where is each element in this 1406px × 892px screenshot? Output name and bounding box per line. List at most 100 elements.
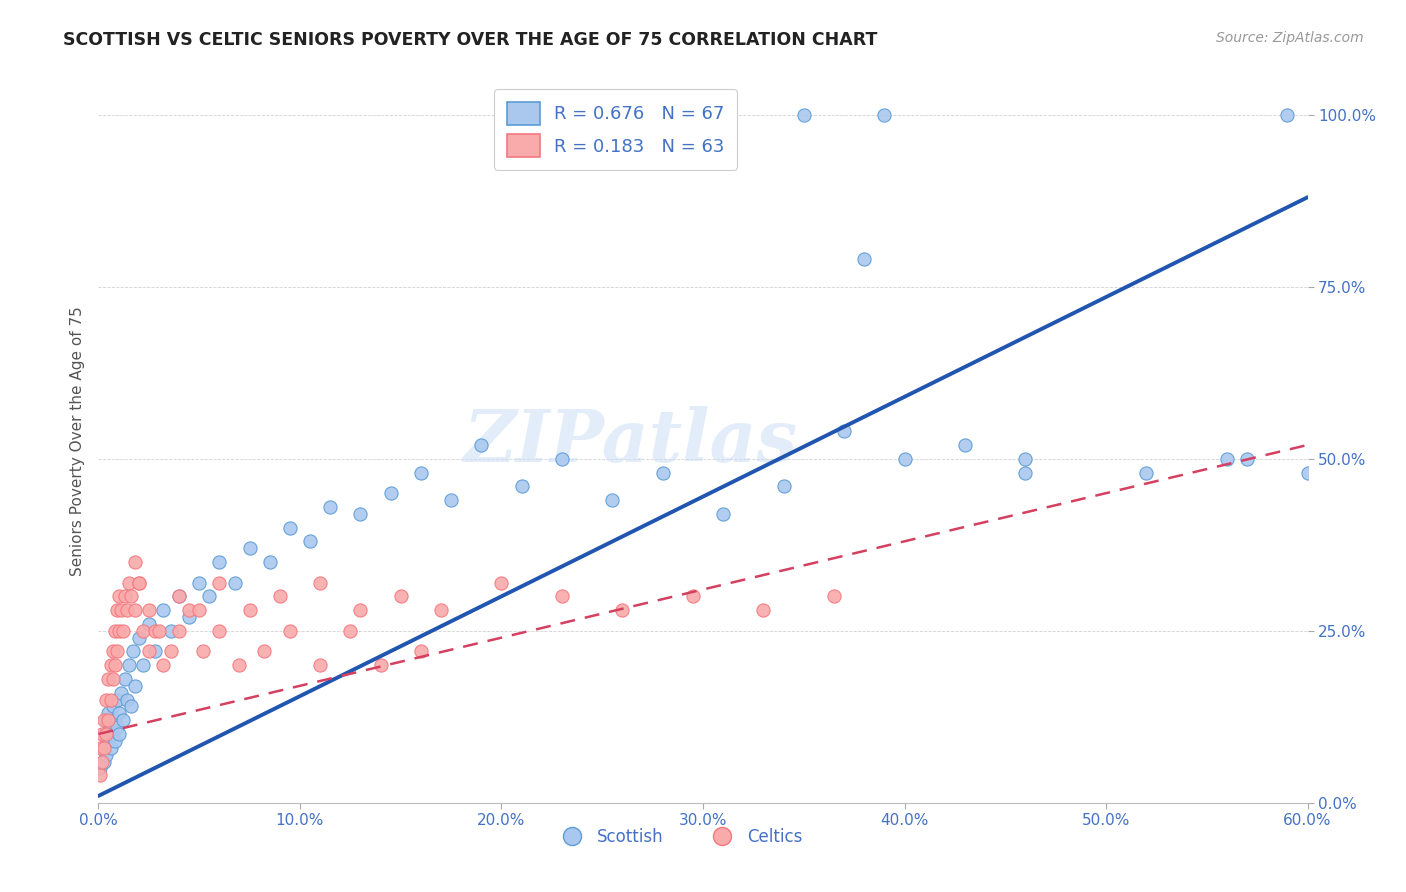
Point — [602, 493, 624, 508]
Point — [409, 644, 432, 658]
Point — [1236, 451, 1258, 466]
Point — [97, 713, 120, 727]
Point — [823, 590, 845, 604]
Point — [1014, 451, 1036, 466]
Text: ZIPatlas: ZIPatlas — [464, 406, 797, 477]
Point — [152, 603, 174, 617]
Point — [93, 755, 115, 769]
Point — [138, 616, 160, 631]
Point — [208, 624, 231, 638]
Point — [409, 466, 432, 480]
Point — [772, 479, 794, 493]
Point — [1277, 108, 1299, 122]
Legend: Scottish, Celtics: Scottish, Celtics — [548, 821, 808, 852]
Point — [89, 740, 111, 755]
Point — [160, 644, 183, 658]
Point — [103, 734, 125, 748]
Point — [101, 644, 124, 658]
Point — [128, 575, 150, 590]
Point — [97, 734, 120, 748]
Point — [103, 624, 125, 638]
Point — [96, 713, 118, 727]
Point — [711, 507, 734, 521]
Point — [93, 740, 115, 755]
Point — [120, 590, 142, 604]
Point — [853, 252, 876, 267]
Point — [1216, 451, 1239, 466]
Point — [188, 575, 211, 590]
Point — [121, 644, 143, 658]
Point — [100, 692, 122, 706]
Point — [380, 486, 402, 500]
Point — [309, 575, 332, 590]
Point — [97, 706, 120, 721]
Point — [114, 672, 136, 686]
Point — [96, 747, 118, 762]
Point — [103, 713, 125, 727]
Point — [612, 603, 634, 617]
Point — [440, 493, 463, 508]
Point — [124, 555, 146, 569]
Point — [208, 575, 231, 590]
Point — [132, 658, 155, 673]
Point — [115, 603, 138, 617]
Point — [110, 603, 132, 617]
Point — [278, 624, 301, 638]
Point — [551, 590, 574, 604]
Point — [224, 575, 246, 590]
Point — [107, 727, 129, 741]
Point — [91, 740, 114, 755]
Point — [179, 603, 201, 617]
Point — [299, 534, 322, 549]
Point — [97, 672, 120, 686]
Point — [389, 590, 412, 604]
Point — [111, 624, 134, 638]
Point — [152, 658, 174, 673]
Point — [93, 727, 115, 741]
Point — [138, 644, 160, 658]
Point — [239, 603, 262, 617]
Point — [198, 590, 221, 604]
Point — [269, 590, 291, 604]
Point — [115, 692, 138, 706]
Point — [167, 590, 190, 604]
Point — [118, 658, 141, 673]
Point — [430, 603, 453, 617]
Point — [111, 713, 134, 727]
Point — [138, 603, 160, 617]
Point — [339, 624, 361, 638]
Point — [143, 624, 166, 638]
Point — [101, 727, 124, 741]
Point — [103, 658, 125, 673]
Point — [101, 672, 124, 686]
Point — [349, 603, 371, 617]
Point — [100, 740, 122, 755]
Point — [128, 631, 150, 645]
Point — [893, 451, 915, 466]
Point — [167, 590, 190, 604]
Point — [491, 575, 513, 590]
Point — [128, 575, 150, 590]
Point — [105, 692, 128, 706]
Point — [89, 768, 111, 782]
Point — [114, 590, 136, 604]
Point — [278, 520, 301, 534]
Point — [208, 555, 231, 569]
Point — [259, 555, 281, 569]
Point — [253, 644, 276, 658]
Point — [228, 658, 250, 673]
Point — [91, 727, 114, 741]
Point — [551, 451, 574, 466]
Point — [91, 755, 114, 769]
Point — [682, 590, 704, 604]
Point — [1296, 466, 1319, 480]
Point — [124, 679, 146, 693]
Point — [105, 644, 128, 658]
Point — [105, 720, 128, 734]
Text: Source: ZipAtlas.com: Source: ZipAtlas.com — [1216, 31, 1364, 45]
Point — [193, 644, 215, 658]
Point — [832, 424, 855, 438]
Point — [752, 603, 775, 617]
Point — [239, 541, 262, 556]
Point — [93, 713, 115, 727]
